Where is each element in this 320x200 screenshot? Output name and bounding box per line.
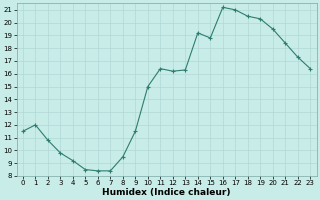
X-axis label: Humidex (Indice chaleur): Humidex (Indice chaleur) xyxy=(102,188,231,197)
